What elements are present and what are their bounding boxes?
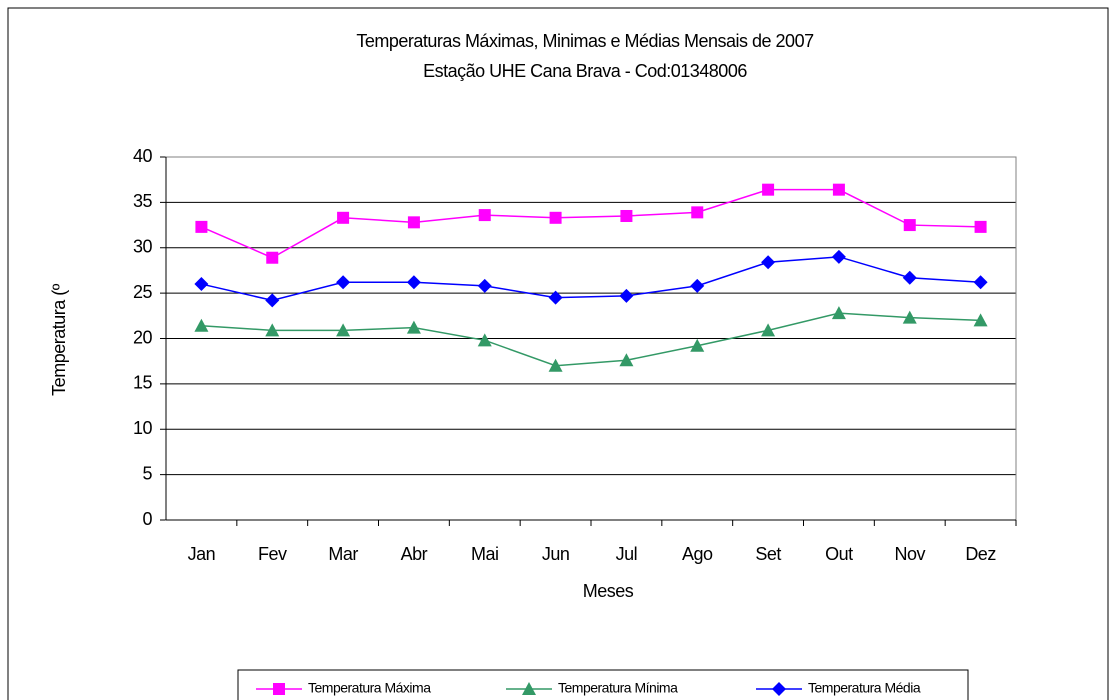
y-tick-label: 15 — [133, 373, 153, 393]
y-axis-label: Temperatura (º — [49, 283, 69, 396]
marker — [522, 682, 536, 695]
marker — [477, 278, 492, 293]
marker — [406, 275, 421, 290]
marker — [831, 249, 846, 264]
marker — [832, 183, 845, 196]
marker — [194, 318, 209, 332]
marker — [690, 278, 705, 293]
marker — [619, 353, 634, 367]
x-tick-label: Jun — [542, 544, 570, 564]
marker — [831, 306, 846, 320]
marker — [265, 323, 280, 337]
marker — [973, 313, 988, 327]
x-tick-label: Set — [755, 544, 781, 564]
marker — [549, 211, 562, 224]
x-tick-label: Ago — [682, 544, 713, 564]
legend-box — [237, 669, 969, 700]
marker — [691, 206, 704, 219]
marker — [902, 310, 917, 324]
marker — [761, 255, 776, 270]
marker — [194, 277, 209, 292]
y-tick-label: 20 — [133, 327, 153, 347]
x-tick-label: Abr — [401, 544, 428, 564]
y-tick-label: 25 — [133, 282, 153, 302]
marker — [762, 183, 775, 196]
marker — [477, 333, 492, 347]
marker — [761, 323, 776, 337]
marker — [336, 323, 351, 337]
y-tick-label: 35 — [133, 191, 153, 211]
chart-title: Temperaturas Máximas, Minimas e Médias M… — [356, 31, 814, 51]
legend-label: Temperatura Máxima — [308, 680, 431, 696]
marker — [974, 220, 987, 233]
y-tick-label: 5 — [142, 463, 152, 483]
marker — [620, 209, 633, 222]
marker — [406, 320, 421, 334]
chart-subtitle: Estação UHE Cana Brava - Cod:01348006 — [423, 61, 747, 81]
x-axis-label: Meses — [583, 581, 634, 601]
marker — [266, 251, 279, 264]
x-tick-label: Fev — [258, 544, 287, 564]
x-tick-label: Jan — [188, 544, 216, 564]
marker — [265, 293, 280, 308]
marker — [478, 209, 491, 222]
marker — [772, 682, 786, 696]
x-tick-label: Mai — [471, 544, 499, 564]
chart-border — [7, 7, 1109, 700]
marker — [195, 220, 208, 233]
legend-label: Temperatura Mínima — [558, 680, 678, 696]
y-tick-label: 10 — [133, 418, 153, 438]
y-tick-label: 40 — [133, 146, 153, 166]
series-line — [201, 312, 981, 367]
x-tick-label: Mar — [328, 544, 358, 564]
series-line — [201, 256, 981, 302]
marker — [973, 275, 988, 290]
marker — [690, 338, 705, 352]
y-tick-label: 0 — [142, 509, 152, 529]
series-line — [201, 188, 981, 259]
x-tick-label: Nov — [894, 544, 925, 564]
marker — [619, 288, 634, 303]
x-tick-label: Jul — [616, 544, 638, 564]
marker — [902, 270, 917, 285]
marker — [336, 275, 351, 290]
x-tick-label: Out — [825, 544, 853, 564]
marker — [548, 358, 563, 372]
marker — [548, 290, 563, 305]
y-tick-label: 30 — [133, 237, 153, 257]
marker — [273, 683, 285, 695]
marker — [903, 219, 916, 232]
marker — [407, 216, 420, 229]
legend-label: Temperatura Média — [808, 680, 921, 696]
x-tick-label: Dez — [965, 544, 996, 564]
marker — [337, 211, 350, 224]
